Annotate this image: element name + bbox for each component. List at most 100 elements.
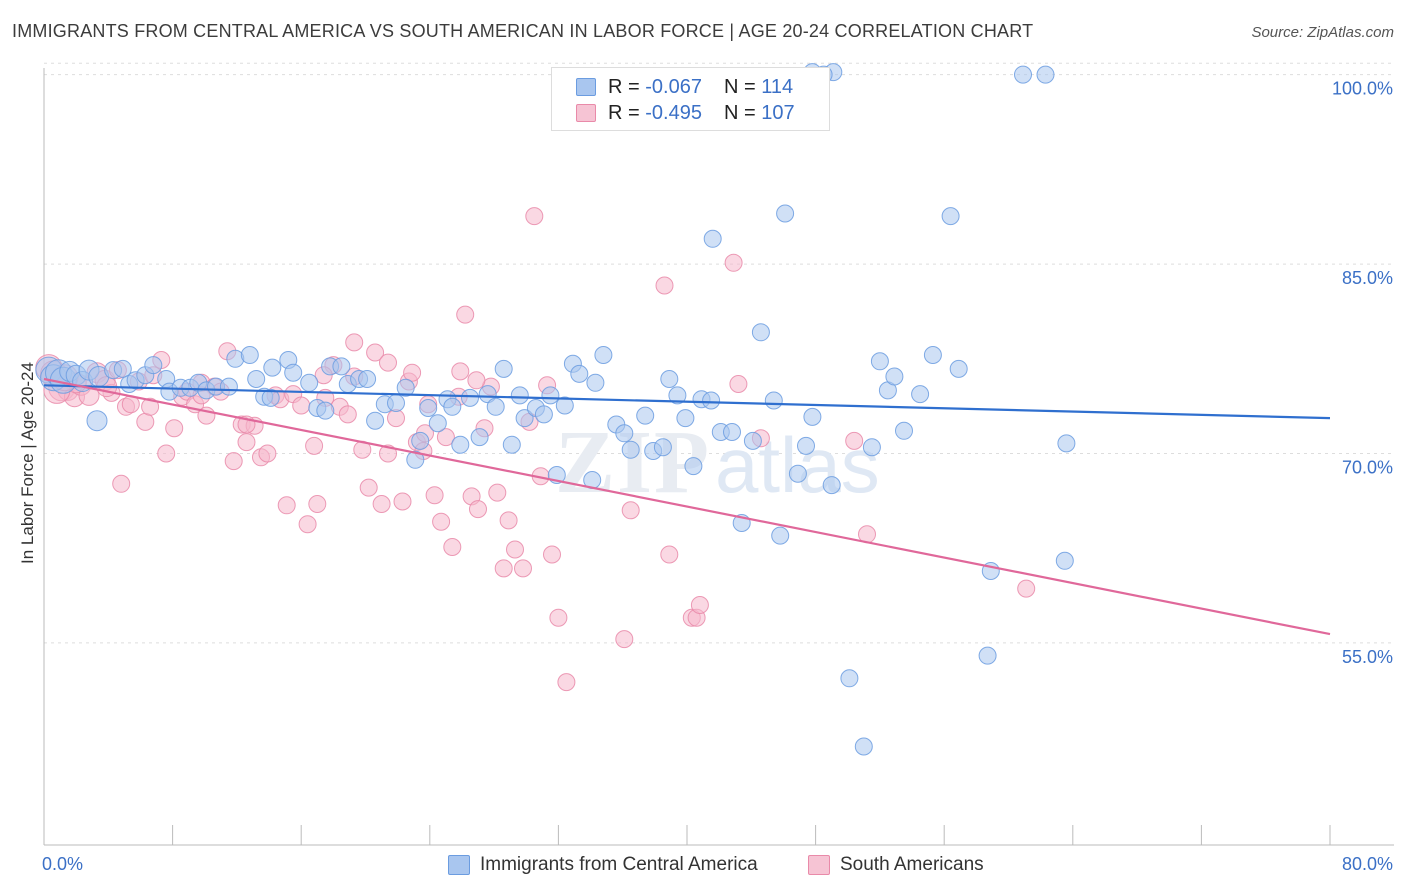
central-america-point-63 [555,396,574,415]
south-americans-point-98 [467,371,486,390]
x-tick-label-1: 80.0% [1342,854,1393,874]
central-america-point-78 [684,457,703,476]
legend-swatch-blue [576,78,596,96]
south-americans-point-79 [615,630,634,649]
y-tick-label-2: 85.0% [1342,268,1393,288]
central-america-point-61 [541,386,560,405]
central-america-point-53 [478,385,497,404]
central-america-point-85 [743,431,762,450]
south-americans-point-44 [338,405,357,424]
central-america-point-80 [702,391,721,410]
south-americans-point-35 [277,496,296,515]
south-americans-point-67 [488,483,507,502]
legend-n-label-1: N = [723,75,756,98]
central-america-point-32 [300,373,319,392]
central-america-point-54 [486,397,505,416]
south-americans-point-57 [425,486,444,505]
central-america-point-44 [406,450,425,469]
central-america-point-9 [86,410,108,432]
y-axis-label: In Labor Force | Age 20-24 [18,362,37,564]
central-america-point-65 [570,364,589,383]
south-americans-point-69 [499,511,518,530]
central-america-point-60 [534,405,553,424]
central-america-point-36 [332,357,351,376]
axes [43,68,1394,846]
central-america-point-107 [1014,65,1032,84]
bottom-legend-label-1: Immigrants from Central America [480,854,758,875]
central-america-point-93 [822,476,841,495]
chart-title: IMMIGRANTS FROM CENTRAL AMERICA VS SOUTH… [12,21,1034,41]
central-america-point-68 [594,346,613,364]
central-america-point-23 [219,377,238,396]
central-america-point-76 [668,386,687,405]
south-americans-point-39 [305,436,324,455]
legend-n-value-2: 107 [761,101,795,124]
y-tick-label-1: 70.0% [1342,458,1393,478]
x-tick-labels: 0.0% 80.0% [42,854,1393,874]
bottom-legend-label-2: South Americans [840,854,984,875]
south-americans-trend-line [43,377,1331,636]
central-america-point-29 [261,388,280,407]
south-americans-point-15 [141,397,160,416]
central-america-point-31 [284,363,303,382]
central-america-point-75 [660,370,679,388]
south-americans-point-49 [372,495,391,513]
south-americans-point-68 [494,559,513,578]
central-america-point-97 [870,352,889,371]
south-americans-point-50 [379,444,397,463]
central-america-point-11 [113,359,132,378]
south-americans-point-51 [387,409,405,428]
central-america-point-96 [862,438,881,457]
correlation-legend: R = -0.067 N = 114 R = -0.495 N = 107 [551,67,830,131]
bottom-legend-swatch-blue [448,855,470,875]
south-americans-point-60 [443,538,462,556]
central-america-point-39 [358,370,377,388]
trend-lines [43,377,1331,636]
central-america-point-95 [854,737,873,756]
central-america-point-109 [1055,551,1074,570]
central-america-point-57 [510,386,529,405]
y-tick-label-3: 100.0% [1332,79,1393,99]
south-americans-point-47 [359,478,378,497]
south-americans-point-62 [456,305,475,324]
central-america-trend-line [43,384,1331,420]
south-americans-point-18 [165,419,184,438]
south-americans-point-37 [292,396,311,415]
y-tick-label-0: 55.0% [1342,647,1393,667]
legend-r-label-2: R = [608,101,640,124]
south-americans-point-27 [224,452,243,471]
central-america-point-92 [803,407,822,426]
legend-swatch-pink [576,104,596,122]
legend-r-value-1: -0.067 [645,75,702,98]
bottom-legend-central-america: Immigrants from Central America [448,852,758,878]
south-americans-point-52 [393,492,412,511]
central-america-point-89 [776,204,795,223]
y-tick-labels: 55.0% 70.0% 85.0% 100.0% [1332,79,1393,667]
central-america-point-88 [771,526,790,545]
central-america-point-25 [240,346,259,364]
central-america-point-103 [941,207,960,226]
central-america-point-90 [788,464,807,483]
central-america-point-26 [247,370,266,388]
bottom-legend-south-americans: South Americans [808,852,984,878]
south-americans-point-81 [655,276,674,295]
central-america-point-74 [653,438,672,457]
central-america-point-94 [840,669,859,688]
south-americans-point-89 [845,431,864,450]
central-america-point-83 [723,423,741,441]
central-america-point-81 [703,229,722,248]
south-americans-point-80 [621,501,640,520]
south-americans-point-38 [298,515,317,534]
central-america-point-51 [461,388,479,407]
south-americans-point-73 [525,207,544,226]
south-americans-point-82 [660,545,679,564]
south-americans-point-85 [690,596,709,614]
central-america-point-102 [923,346,942,364]
south-americans-point-29 [237,433,256,452]
south-americans-point-70 [506,540,524,559]
source-label: Source: ZipAtlas.com [1251,24,1394,41]
south-americans-point-64 [469,500,487,519]
central-america-point-50 [451,435,470,454]
south-americans-point-95 [403,363,422,382]
